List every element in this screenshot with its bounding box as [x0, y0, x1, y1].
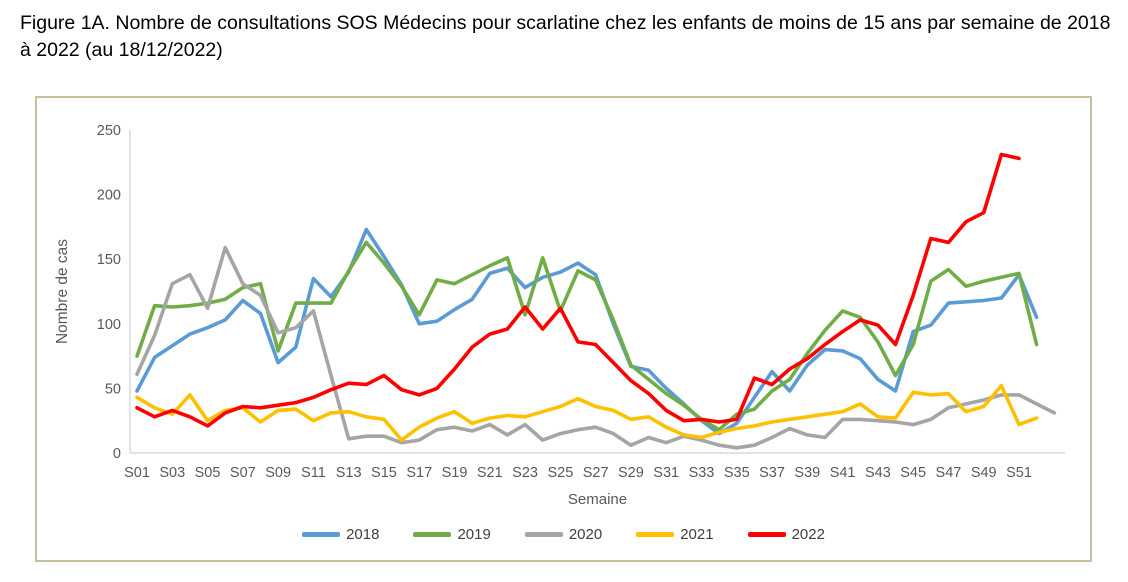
x-tick-label: S25: [547, 465, 573, 481]
x-tick-label: S35: [724, 465, 750, 481]
series-line-2021: [135, 383, 1039, 442]
legend-item-2022: 2022: [747, 526, 825, 543]
x-tick-label: S43: [865, 465, 891, 481]
x-tick-label: S07: [230, 465, 256, 481]
y-tick-label: 50: [105, 381, 121, 397]
x-tick-label: S19: [442, 465, 468, 481]
x-tick-label: S11: [301, 465, 326, 481]
y-tick-label: 100: [97, 317, 121, 333]
legend-line-swatch-2018: [302, 532, 341, 537]
x-tick-label: S03: [159, 465, 185, 481]
chart-frame: 0 50 100 150 200 250 S01 S03 S05 S07 S09 S11 S13 S15 S…: [35, 96, 1092, 562]
x-tick-label: S23: [512, 465, 538, 481]
legend-label: 2018: [346, 526, 380, 543]
legend-label: 2022: [791, 526, 825, 543]
series-line-2022: [135, 152, 1021, 428]
legend-item-2019: 2019: [413, 526, 491, 543]
y-tick-label: 0: [113, 446, 121, 462]
x-axis-title: Semaine: [568, 491, 627, 508]
legend-item-2018: 2018: [302, 526, 379, 543]
series-line-2019: [135, 240, 1039, 432]
x-tick-label: S15: [371, 465, 397, 481]
line-chart: 0 50 100 150 200 250 S01 S03 S05 S07 S09 S11 S13 S15 S…: [54, 123, 1065, 508]
figure-title: Figure 1A. Nombre de consultations SOS M…: [20, 12, 1111, 61]
x-tick-label: S29: [618, 465, 644, 481]
x-tick-label: S51: [1006, 465, 1032, 481]
x-tick-label: S31: [653, 465, 679, 481]
x-tick-label: S05: [195, 465, 221, 481]
x-tick-label: S17: [406, 465, 432, 481]
y-axis-title: Nombre de cas: [54, 239, 71, 344]
series-line-2020: [135, 245, 1057, 450]
legend-line-swatch-2022: [747, 532, 786, 537]
legend-label: 2021: [680, 526, 714, 543]
legend-line-swatch-2019: [413, 532, 452, 537]
x-tick-label: S01: [124, 465, 150, 481]
x-tick-label: S09: [265, 465, 291, 481]
y-tick-label: 150: [97, 252, 121, 268]
chart-legend: 2018 2019 2020 2021 2022: [37, 526, 1090, 543]
x-tick-label: S37: [759, 465, 785, 481]
x-tick-label: S21: [477, 465, 503, 481]
x-tick-label: S49: [971, 465, 997, 481]
legend-label: 2019: [457, 526, 491, 543]
legend-line-swatch-2021: [636, 532, 675, 537]
x-tick-label: S27: [583, 465, 609, 481]
series-line-2018: [135, 227, 1039, 436]
x-tick-label: S33: [689, 465, 715, 481]
x-tick-label: S39: [794, 465, 820, 481]
legend-label: 2020: [568, 526, 603, 543]
x-tick-label: S45: [900, 465, 926, 481]
x-tick-label: S47: [936, 465, 962, 481]
x-tick-label: S41: [830, 465, 856, 481]
y-tick-label: 250: [97, 123, 121, 139]
y-tick-label: 200: [97, 188, 121, 204]
x-tick-label: S13: [336, 465, 362, 481]
legend-line-swatch-2020: [524, 532, 563, 537]
legend-item-2021: 2021: [636, 526, 714, 543]
legend-item-2020: 2020: [524, 526, 603, 543]
